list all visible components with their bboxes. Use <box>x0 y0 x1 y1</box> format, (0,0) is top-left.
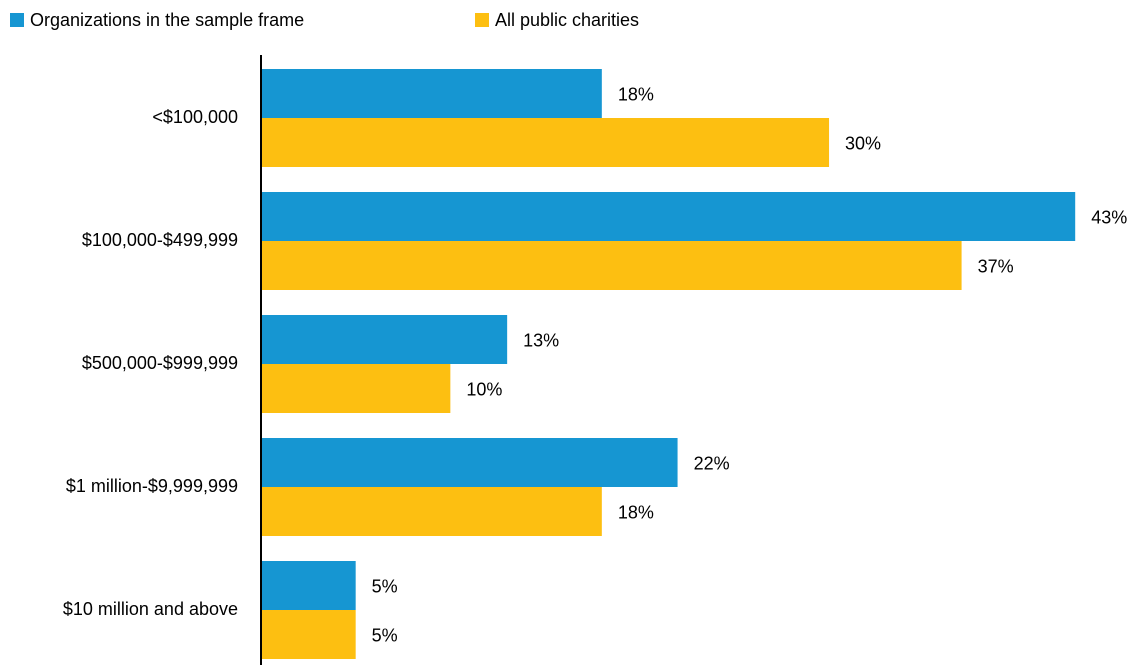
bar <box>261 561 356 610</box>
y-tick-label: $100,000-$499,999 <box>82 230 238 250</box>
bar <box>261 438 678 487</box>
value-label: 22% <box>694 453 730 473</box>
value-label: 43% <box>1091 207 1127 227</box>
legend-swatch <box>475 13 489 27</box>
bar <box>261 487 602 536</box>
value-label: 18% <box>618 84 654 104</box>
y-tick-label: $1 million-$9,999,999 <box>66 476 238 496</box>
bar <box>261 118 830 167</box>
bar <box>261 610 356 659</box>
legend-swatch <box>10 13 24 27</box>
value-label: 18% <box>618 502 654 522</box>
bar <box>261 192 1076 241</box>
y-tick-label: <$100,000 <box>152 107 238 127</box>
value-label: 37% <box>978 256 1014 276</box>
bar <box>261 241 962 290</box>
legend-label: Organizations in the sample frame <box>30 10 304 30</box>
bar <box>261 315 508 364</box>
bar <box>261 364 451 413</box>
value-label: 5% <box>372 576 398 596</box>
y-tick-label: $500,000-$999,999 <box>82 353 238 373</box>
value-label: 13% <box>523 330 559 350</box>
value-label: 30% <box>845 133 881 153</box>
value-label: 5% <box>372 625 398 645</box>
legend-label: All public charities <box>495 10 639 30</box>
bar <box>261 69 602 118</box>
value-label: 10% <box>466 379 502 399</box>
y-tick-label: $10 million and above <box>63 599 238 619</box>
